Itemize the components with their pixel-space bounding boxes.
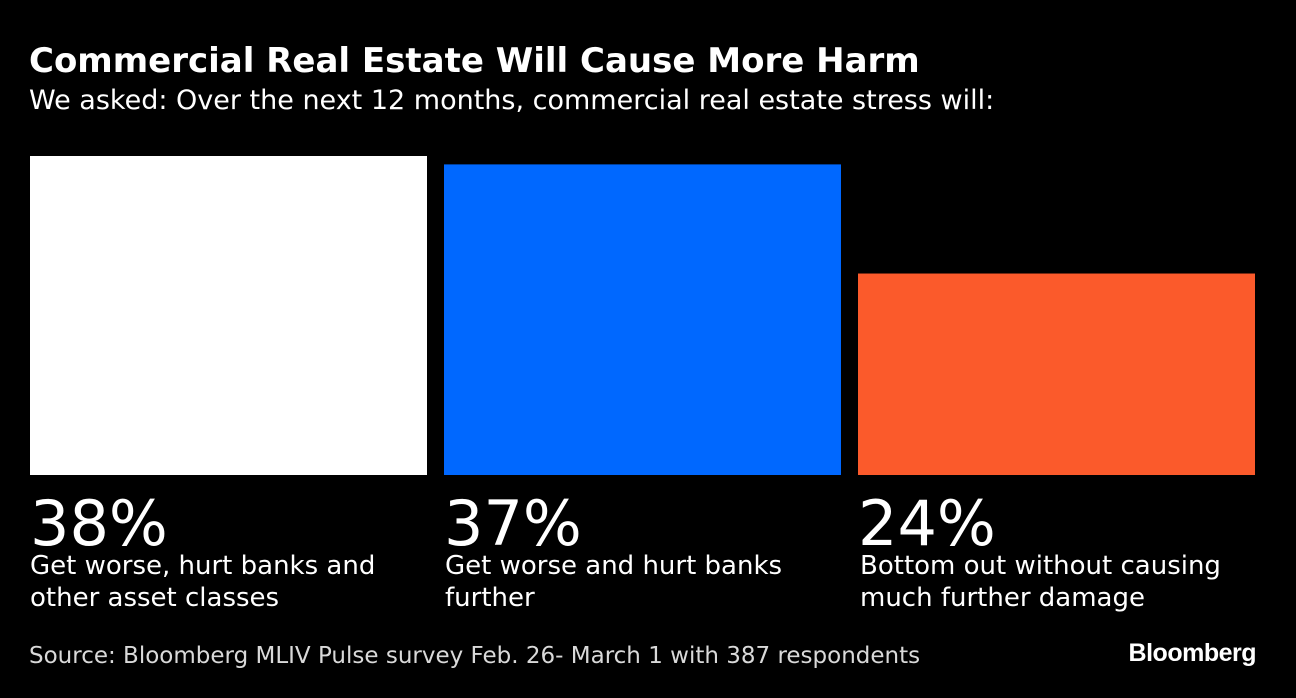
bars-group bbox=[30, 156, 1255, 476]
value-label-1: 38% bbox=[30, 487, 168, 560]
bloomberg-logo: Bloomberg bbox=[1128, 639, 1257, 667]
bar-3 bbox=[858, 273, 1255, 475]
category-label-2: Get worse and hurt banks further bbox=[445, 551, 783, 613]
bar-2 bbox=[444, 164, 841, 476]
value-label-3: 24% bbox=[858, 487, 996, 560]
chart-title: Commercial Real Estate Will Cause More H… bbox=[29, 41, 920, 81]
value-labels-group: 38% 37% 24% bbox=[30, 487, 996, 560]
source-note: Source: Bloomberg MLIV Pulse survey Feb.… bbox=[29, 643, 921, 669]
value-label-2: 37% bbox=[444, 487, 582, 560]
bar-1 bbox=[30, 156, 427, 475]
category-label-3: Bottom out without causing much further … bbox=[860, 551, 1221, 613]
bar-chart: 38% 37% 24% bbox=[30, 156, 1255, 560]
category-label-1: Get worse, hurt banks and other asset cl… bbox=[30, 551, 376, 613]
chart-subtitle: We asked: Over the next 12 months, comme… bbox=[29, 85, 995, 116]
